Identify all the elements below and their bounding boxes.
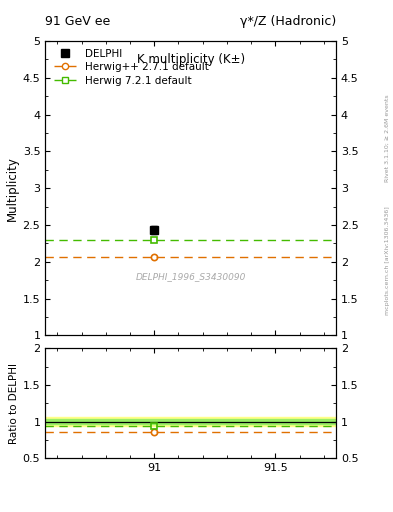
Y-axis label: Multiplicity: Multiplicity bbox=[6, 156, 18, 221]
Bar bbox=[45, 419, 336, 423]
Text: DELPHI_1996_S3430090: DELPHI_1996_S3430090 bbox=[136, 272, 246, 281]
Text: K multiplicity (K±): K multiplicity (K±) bbox=[136, 53, 245, 66]
Text: mcplots.cern.ch [arXiv:1306.3436]: mcplots.cern.ch [arXiv:1306.3436] bbox=[385, 207, 389, 315]
Bar bbox=[45, 417, 336, 426]
Text: Rivet 3.1.10; ≥ 2.6M events: Rivet 3.1.10; ≥ 2.6M events bbox=[385, 94, 389, 182]
Text: γ*/Z (Hadronic): γ*/Z (Hadronic) bbox=[240, 15, 336, 28]
Text: 91 GeV ee: 91 GeV ee bbox=[45, 15, 110, 28]
Y-axis label: Ratio to DELPHI: Ratio to DELPHI bbox=[9, 362, 18, 444]
Legend: DELPHI, Herwig++ 2.7.1 default, Herwig 7.2.1 default: DELPHI, Herwig++ 2.7.1 default, Herwig 7… bbox=[50, 46, 212, 89]
